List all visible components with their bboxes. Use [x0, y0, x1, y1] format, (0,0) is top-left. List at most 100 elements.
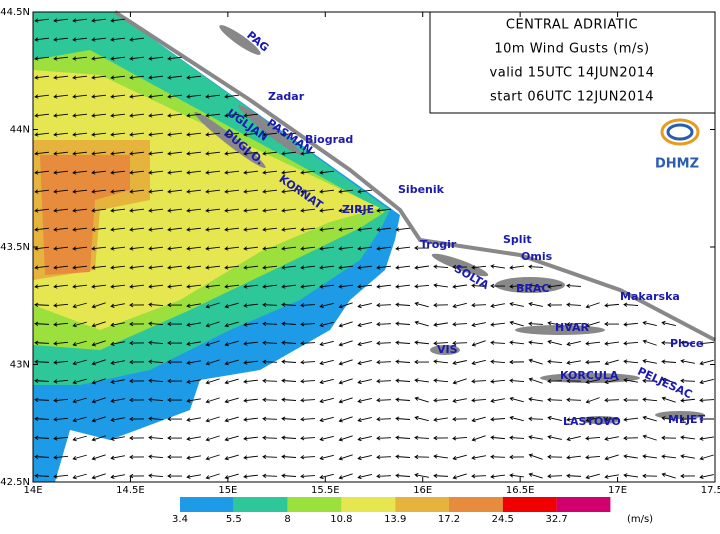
wind-arrow — [395, 397, 411, 402]
wind-arrow — [129, 56, 145, 61]
wind-arrow — [186, 379, 201, 384]
wind-arrow — [281, 321, 297, 326]
wind-arrow — [547, 359, 563, 364]
x-tick-label: 15E — [218, 485, 237, 496]
wind-arrow — [623, 302, 639, 307]
wind-arrow — [471, 473, 487, 479]
wind-arrow — [91, 227, 107, 232]
wind-arrow — [205, 378, 220, 385]
wind-arrow — [319, 189, 335, 194]
wind-arrow — [72, 340, 87, 347]
wind-arrow — [623, 435, 639, 441]
colorbar-label: 24.5 — [492, 514, 514, 525]
wind-arrow — [243, 113, 259, 118]
wind-arrow — [490, 340, 506, 345]
wind-arrow — [148, 284, 164, 289]
wind-arrow — [661, 472, 676, 479]
wind-arrow — [490, 435, 506, 440]
wind-arrow — [243, 341, 259, 346]
wind-arrow — [34, 170, 50, 175]
place-label: MLJET — [668, 413, 706, 426]
wind-arrow — [167, 227, 183, 232]
wind-arrow — [34, 340, 50, 345]
wind-arrow — [414, 284, 430, 289]
wind-arrow — [148, 94, 164, 99]
title-line: start 06UTC 12JUN2014 — [490, 90, 654, 105]
wind-arrow — [281, 397, 297, 402]
wind-arrow — [110, 455, 125, 460]
wind-arrow — [490, 398, 505, 403]
wind-arrow — [110, 56, 126, 61]
wind-arrow — [91, 189, 107, 194]
wind-arrow — [205, 302, 220, 309]
colorbar-segment — [233, 497, 288, 512]
wind-arrow — [433, 264, 449, 269]
wind-arrow — [604, 474, 619, 479]
wind-arrow — [262, 227, 278, 232]
wind-arrow — [509, 301, 524, 307]
wind-arrow — [186, 322, 201, 327]
wind-arrow — [528, 283, 543, 288]
wind-arrow — [395, 284, 411, 289]
wind-arrow — [186, 189, 202, 194]
colorbar-label: 10.8 — [330, 514, 352, 525]
wind-arrow — [547, 397, 563, 402]
wind-arrow — [72, 113, 88, 118]
wind-arrow — [395, 227, 411, 232]
wind-arrow — [110, 151, 126, 156]
wind-arrow — [300, 341, 316, 346]
wind-arrow — [300, 398, 316, 403]
wind-arrow — [509, 378, 525, 383]
wind-arrow — [53, 170, 69, 175]
wind-arrow — [319, 170, 335, 175]
wind-arrow — [72, 246, 88, 251]
wind-arrow — [338, 359, 353, 366]
wind-arrow — [566, 302, 582, 307]
wind-arrow — [376, 360, 392, 365]
wind-arrow — [509, 320, 524, 327]
wind-arrow — [357, 473, 372, 480]
wind-arrow — [110, 436, 125, 441]
y-tick-label: 43N — [10, 360, 30, 371]
wind-arrow — [167, 208, 183, 213]
wind-arrow — [509, 415, 524, 422]
wind-arrow — [110, 75, 126, 80]
wind-arrow — [167, 454, 183, 460]
wind-arrow — [72, 454, 87, 461]
wind-arrow — [395, 416, 411, 421]
wind-arrow — [129, 265, 145, 270]
wind-arrow — [110, 189, 126, 194]
wind-arrow — [300, 151, 316, 156]
wind-arrow — [262, 321, 278, 327]
wind-arrow — [72, 37, 88, 42]
x-tick-label: 16E — [413, 485, 432, 496]
wind-arrow — [34, 321, 50, 326]
wind-arrow — [53, 94, 69, 99]
logo-text: DHMZ — [655, 157, 699, 172]
wind-arrow — [91, 265, 107, 270]
wind-arrow — [262, 265, 278, 270]
wind-arrow — [357, 302, 372, 309]
wind-arrow — [34, 132, 50, 137]
wind-arrow — [72, 397, 87, 404]
wind-arrow — [72, 359, 87, 366]
wind-arrow — [186, 398, 201, 403]
wind-arrow — [167, 302, 183, 308]
wind-arrow — [53, 189, 69, 194]
wind-arrow — [281, 246, 297, 251]
wind-arrow — [528, 321, 544, 326]
wind-arrow — [129, 113, 145, 118]
wind-arrow — [490, 283, 506, 289]
wind-arrow — [262, 473, 278, 479]
wind-arrow — [262, 302, 278, 308]
wind-arrow — [566, 455, 582, 460]
wind-arrow — [34, 189, 50, 194]
wind-arrow — [376, 455, 392, 460]
wind-arrow — [623, 397, 639, 403]
wind-arrow — [338, 189, 354, 194]
title-line: 10m Wind Gusts (m/s) — [494, 42, 649, 57]
wind-arrow — [528, 453, 543, 460]
wind-arrow — [262, 454, 278, 460]
wind-arrow — [414, 415, 429, 422]
wind-arrow — [566, 322, 582, 327]
